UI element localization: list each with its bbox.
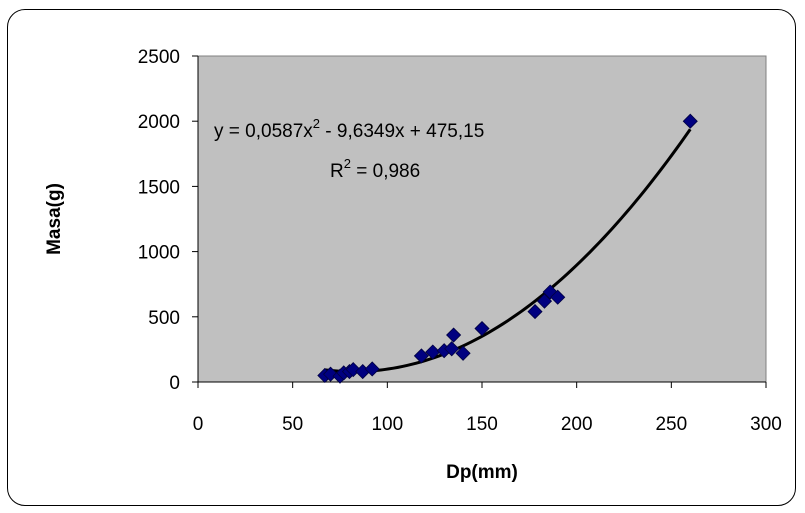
data-point [474, 320, 490, 337]
trendline [324, 128, 692, 374]
y-tick-label: 1000 [138, 243, 180, 264]
data-point [682, 113, 698, 129]
data-point [536, 293, 553, 309]
x-axis-title: Dp(mm) [446, 462, 518, 483]
x-tick-label: 100 [371, 414, 403, 435]
y-tick-label: 1500 [138, 177, 180, 198]
x-tick-labels: 0 50 100 150 200 250 300 [193, 382, 782, 435]
data-point [550, 289, 566, 305]
data-point [364, 361, 380, 377]
x-tick-label: 200 [561, 414, 593, 435]
x-tick-label: 250 [655, 414, 687, 435]
data-point [446, 327, 462, 343]
y-tick-label: 2000 [138, 112, 180, 133]
r-squared-label: R2 = 0,986 [330, 156, 420, 182]
data-point [425, 344, 441, 360]
data-points [317, 113, 698, 384]
trendline-equation: y = 0,0587x2 - 9,6349x + 475,15 [214, 116, 484, 142]
data-point [413, 348, 429, 364]
data-point [455, 345, 471, 361]
y-tick-label: 500 [148, 308, 180, 329]
data-point [527, 304, 543, 320]
data-point [444, 341, 460, 357]
y-tick-label: 0 [169, 373, 180, 394]
x-tick-label: 150 [466, 414, 498, 435]
x-tick-label: 0 [193, 414, 204, 435]
y-axis-title: Masa(g) [44, 183, 65, 255]
x-tick-label: 300 [750, 414, 782, 435]
x-tick-label: 50 [282, 414, 303, 435]
y-tick-label: 2500 [138, 47, 180, 68]
y-tick-labels: 0 500 1000 1500 2000 2500 [138, 47, 198, 394]
